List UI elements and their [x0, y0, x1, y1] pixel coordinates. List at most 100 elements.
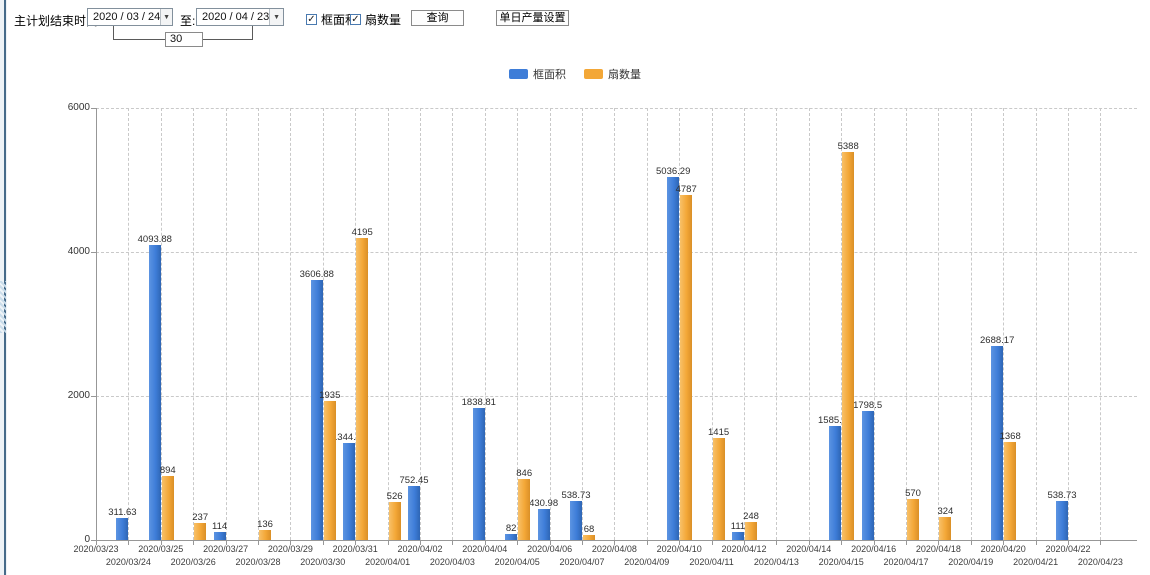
x-axis-label: 2020/03/26 [170, 557, 216, 567]
x-axis-tick [614, 540, 616, 545]
bar-value-label: 894 [159, 464, 176, 476]
x-axis-label: 2020/03/25 [138, 544, 184, 554]
v-gridline [484, 108, 486, 540]
bar-value-label: 1344.95 [332, 432, 367, 444]
bar-value-label: 4093.88 [137, 234, 172, 246]
x-axis-label: 2020/04/08 [591, 544, 637, 554]
legend-label-fan-count: 扇数量 [608, 69, 641, 81]
x-axis-label: 2020/04/20 [980, 544, 1026, 554]
bar-fan-count [388, 502, 401, 540]
bar-frame-area [732, 532, 744, 540]
checkbox-frame-area[interactable]: ✓ 框面积 [306, 11, 357, 28]
x-axis-label: 2020/04/10 [656, 544, 702, 554]
x-axis-tick [452, 540, 454, 545]
x-axis-label: 2020/04/01 [365, 557, 411, 567]
checkbox-frame-area-check-icon[interactable]: ✓ [306, 13, 317, 25]
bar-value-label: 311.63 [108, 506, 137, 518]
start-date-dropdown-icon[interactable]: ▼ [160, 9, 172, 25]
v-gridline [258, 108, 259, 540]
x-axis-tick [873, 540, 875, 545]
legend-swatch-fan-count [584, 69, 603, 79]
y-axis-label: 2000 [67, 390, 90, 401]
bar-fan-count [259, 530, 271, 540]
end-date-dropdown-icon[interactable]: ▼ [269, 9, 283, 25]
connector-line [113, 39, 165, 40]
start-date-value: 2020 / 03 / 24 [93, 11, 161, 23]
x-axis-label: 2020/04/02 [397, 544, 443, 554]
x-axis-tick [225, 540, 227, 545]
x-axis-tick [96, 540, 97, 545]
bar-value-label: 526 [386, 491, 403, 503]
x-axis-tick [322, 540, 324, 545]
bar-frame-area [213, 531, 226, 540]
x-axis-tick [387, 540, 389, 545]
bar-value-label: 1798.5 [853, 399, 883, 411]
x-axis-label: 2020/04/19 [948, 557, 994, 567]
v-gridline [841, 108, 843, 540]
x-axis-label: 2020/03/24 [105, 557, 151, 567]
connector-line [203, 39, 252, 40]
x-axis-label: 2020/03/27 [203, 544, 249, 554]
y-axis-label: 0 [84, 534, 90, 545]
bar-frame-area [408, 485, 420, 540]
v-gridline [873, 108, 875, 540]
chart-legend: 框面积 扇数量 [0, 66, 1150, 82]
x-axis-label: 2020/04/14 [786, 544, 832, 554]
bar-fan-count [1004, 441, 1017, 540]
v-gridline [582, 108, 583, 540]
y-axis-line [96, 108, 97, 540]
end-date-picker[interactable]: 2020 / 04 / 23 ▼ [196, 8, 284, 26]
bar-value-label: 1585.96 [818, 414, 853, 426]
v-gridline [225, 108, 227, 540]
v-gridline [906, 108, 907, 540]
bar-fan-count [194, 522, 207, 540]
x-axis-tick [1003, 540, 1005, 545]
bar-value-label: 538.73 [561, 490, 591, 502]
connector-line [252, 26, 253, 40]
checkbox-fan-count-check-icon[interactable]: ✓ [350, 13, 361, 25]
x-axis-tick [938, 540, 940, 545]
x-axis-label: 2020/04/23 [1077, 557, 1123, 567]
x-axis-label: 2020/04/03 [429, 557, 475, 567]
bar-value-label: 2688.17 [980, 335, 1015, 347]
bar-fan-count [518, 479, 531, 540]
x-axis-tick [193, 540, 195, 545]
x-axis-tick [517, 540, 519, 545]
x-axis-label: 2020/03/28 [235, 557, 281, 567]
checkbox-fan-count[interactable]: ✓ 扇数量 [350, 11, 401, 28]
interval-days-input[interactable]: 30 [165, 32, 203, 47]
x-axis-tick [711, 540, 713, 545]
x-axis-label: 2020/04/05 [494, 557, 540, 567]
x-axis-label: 2020/04/09 [624, 557, 670, 567]
bar-frame-area [1056, 501, 1068, 540]
bar-fan-count [356, 237, 369, 540]
bar-value-label: 570 [905, 487, 921, 499]
v-gridline [387, 108, 389, 540]
daily-output-settings-button[interactable]: 单日产量设置 [496, 10, 569, 26]
x-axis-line [96, 540, 1137, 541]
x-axis-label: 2020/03/31 [332, 544, 378, 554]
x-axis-label: 2020/03/29 [267, 544, 313, 554]
bar-value-label: 1368 [999, 430, 1021, 442]
x-axis-tick [582, 540, 583, 545]
y-axis-tick [91, 540, 96, 541]
query-button[interactable]: 查询 [411, 10, 464, 26]
bar-value-label: 5388 [837, 141, 859, 153]
splitter-grip[interactable] [0, 281, 6, 333]
x-axis-tick [160, 540, 162, 545]
x-axis-tick [776, 540, 778, 545]
bar-fan-count [907, 498, 919, 540]
x-axis-label: 2020/04/04 [462, 544, 508, 554]
bar-fan-count [680, 195, 693, 540]
x-axis-tick [549, 540, 551, 545]
x-axis-tick [128, 540, 130, 545]
x-axis-label: 2020/04/13 [753, 557, 799, 567]
y-axis-tick [91, 396, 96, 397]
v-gridline [1003, 108, 1005, 540]
bar-value-label: 1935 [319, 389, 341, 401]
v-gridline [160, 108, 162, 540]
bar-value-label: 3606.88 [299, 269, 334, 281]
start-date-picker[interactable]: 2020 / 03 / 24 ▼ [87, 8, 173, 26]
x-axis-label: 2020/04/17 [883, 557, 929, 567]
